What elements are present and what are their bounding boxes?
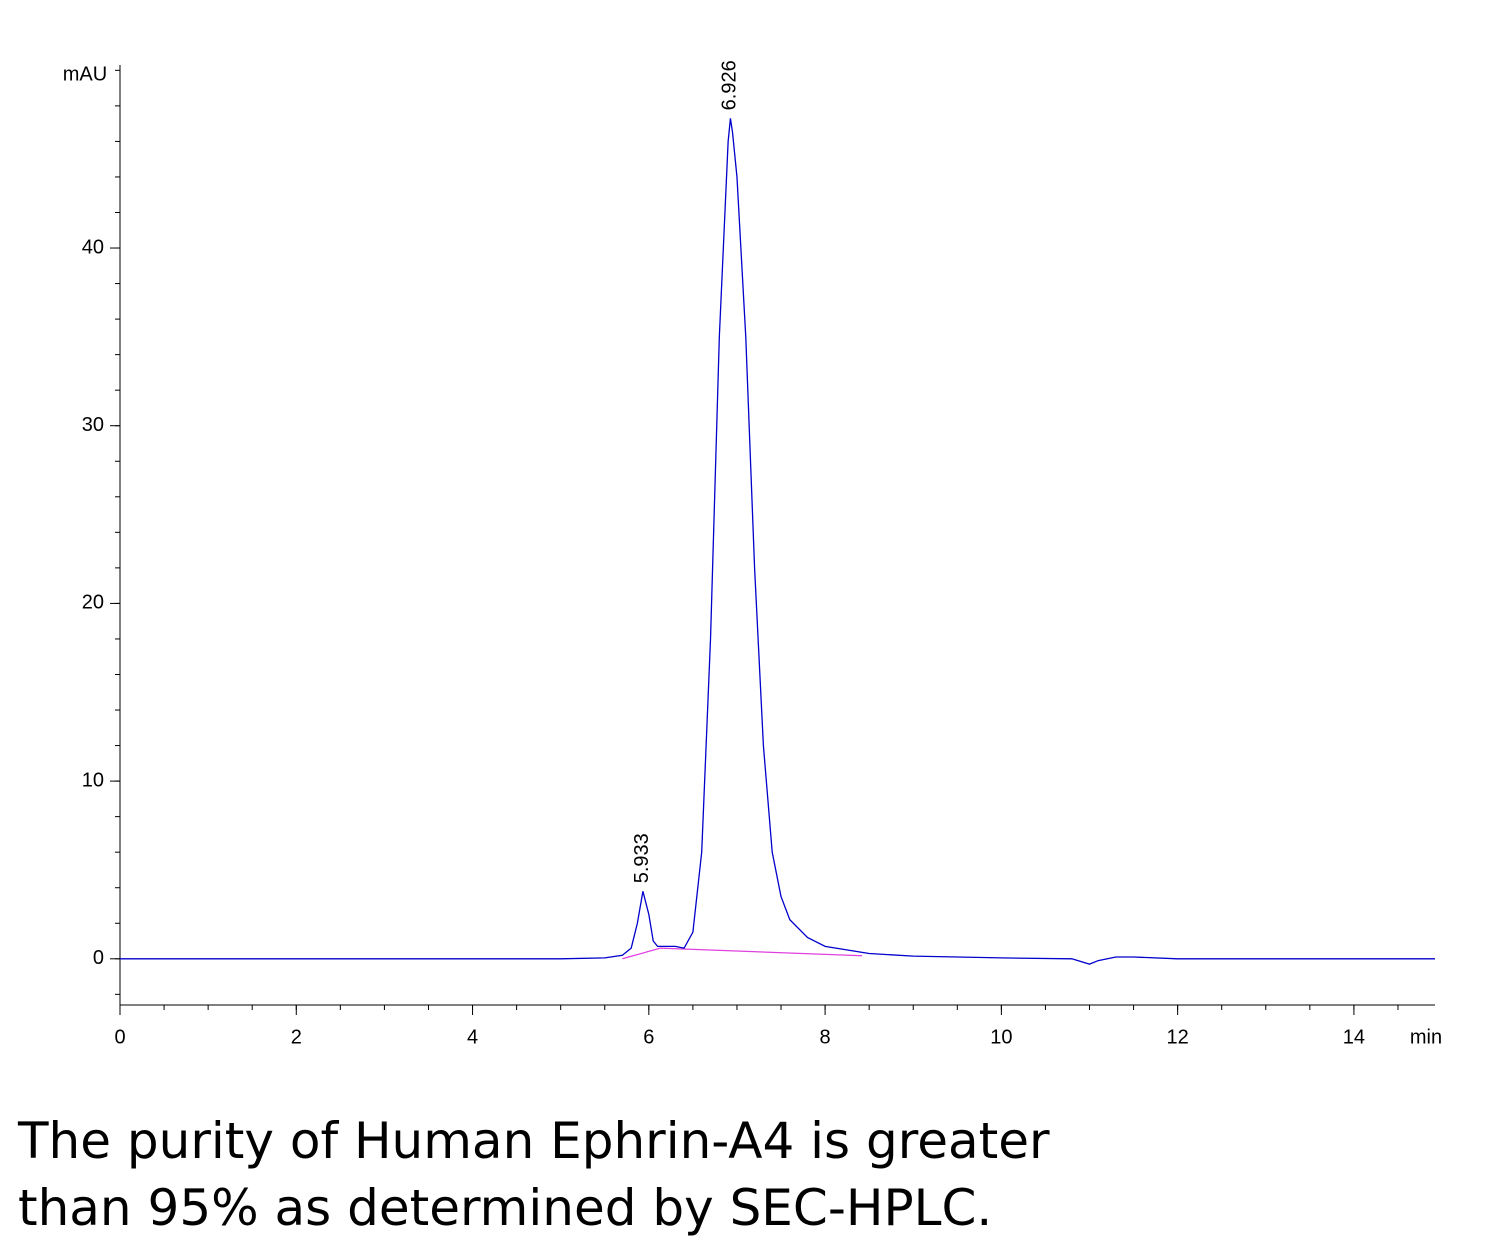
y-tick-label: 20 bbox=[82, 592, 104, 614]
y-axis-label: mAU bbox=[63, 63, 107, 85]
x-tick-label: 6 bbox=[643, 1026, 654, 1048]
x-tick-label: 2 bbox=[291, 1026, 302, 1048]
y-tick-label: 40 bbox=[82, 236, 104, 258]
series-line bbox=[120, 118, 1435, 965]
series-line bbox=[622, 947, 863, 960]
y-tick-label: 0 bbox=[93, 947, 104, 969]
x-tick-label: 12 bbox=[1167, 1026, 1189, 1048]
y-tick-label: 10 bbox=[82, 769, 104, 791]
caption-line: The purity of Human Ephrin-A4 is greater bbox=[17, 1112, 1050, 1170]
x-tick-label: 4 bbox=[467, 1026, 478, 1048]
caption-line: than 95% as determined by SEC-HPLC. bbox=[18, 1179, 992, 1237]
peak-label: 5.933 bbox=[631, 833, 653, 883]
x-axis-label: min bbox=[1410, 1026, 1442, 1048]
y-tick-label: 30 bbox=[82, 414, 104, 436]
x-tick-label: 10 bbox=[990, 1026, 1012, 1048]
peak-label: 6.926 bbox=[719, 60, 741, 110]
x-tick-label: 0 bbox=[114, 1026, 125, 1048]
x-tick-label: 8 bbox=[820, 1026, 831, 1048]
x-tick-label: 14 bbox=[1343, 1026, 1365, 1048]
